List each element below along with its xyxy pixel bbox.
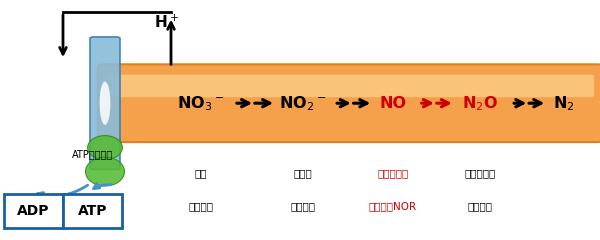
Text: N$_2$: N$_2$ [553,94,575,113]
Ellipse shape [86,157,125,186]
Text: 逨元酵素: 逨元酵素 [467,201,493,211]
FancyBboxPatch shape [63,194,122,228]
Text: N$_2$O: N$_2$O [462,94,498,113]
Text: H$^+$: H$^+$ [154,14,179,31]
FancyBboxPatch shape [90,37,120,169]
Text: 逨元酵素: 逨元酵素 [290,201,316,211]
Text: 亜祖酸: 亜祖酸 [293,168,313,178]
Text: 一酸化窒素: 一酸化窒素 [377,168,409,178]
Ellipse shape [100,82,110,125]
Text: 亜酸化窒素: 亜酸化窒素 [464,168,496,178]
Text: ATP合成酵素: ATP合成酵素 [73,149,113,159]
Text: NO$_3$$^-$: NO$_3$$^-$ [178,94,224,113]
FancyBboxPatch shape [108,75,594,97]
Text: NO: NO [380,96,407,111]
Text: ADP: ADP [17,204,50,218]
Ellipse shape [88,136,122,160]
Text: 逨元酵素NOR: 逨元酵素NOR [369,201,417,211]
Text: 祖酸: 祖酸 [195,168,207,178]
Text: NO$_2$$^-$: NO$_2$$^-$ [280,94,326,113]
FancyBboxPatch shape [98,64,600,142]
Text: 逨元酵素: 逨元酵素 [188,201,214,211]
Text: ATP: ATP [77,204,107,218]
FancyBboxPatch shape [4,194,63,228]
